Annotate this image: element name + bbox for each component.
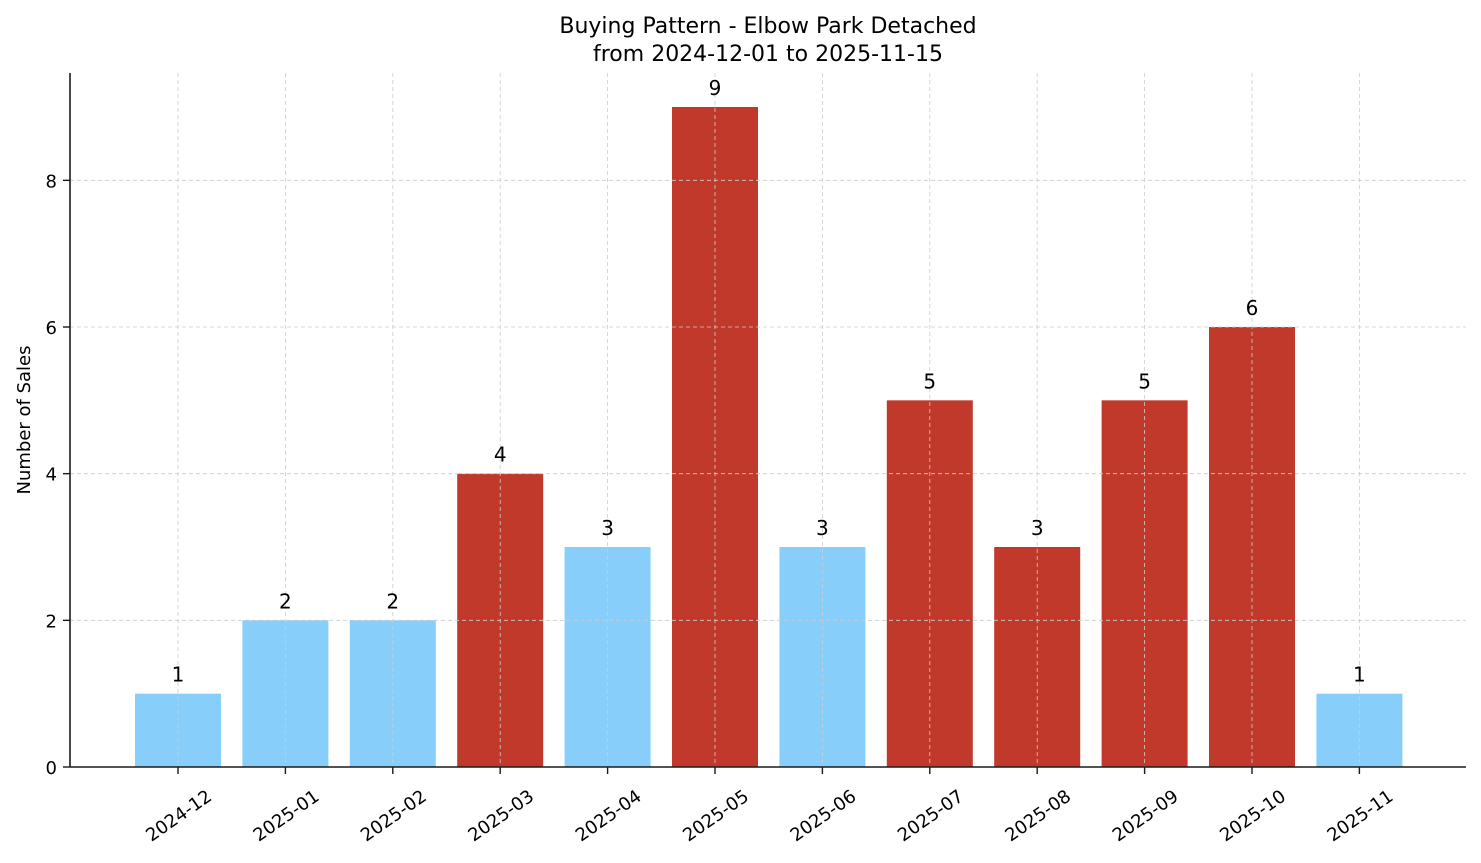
- bars-group: [135, 107, 1403, 767]
- bar-value-label: 6: [1246, 296, 1259, 320]
- x-tick-label: 2025-10: [1216, 786, 1290, 846]
- bar-2025-10: [1209, 327, 1295, 767]
- bar-value-labels: 1 2 2 4 3 9 3 5 3 5 6 1: [172, 76, 1366, 687]
- bar-value-label: 1: [1353, 663, 1366, 687]
- y-tick-label: 8: [46, 171, 57, 192]
- y-tick-label: 0: [46, 758, 57, 779]
- y-axis-label: Number of Sales: [14, 345, 35, 494]
- chart-subtitle: from 2024-12-01 to 2025-11-15: [593, 42, 943, 67]
- x-tick-label: 2025-04: [572, 786, 646, 846]
- x-tick-label: 2025-01: [250, 786, 324, 846]
- x-axis-ticks: 2024-12 2025-01 2025-02 2025-03 2025-04 2025-…: [142, 767, 1397, 846]
- bar-value-label: 2: [386, 589, 399, 613]
- bar-value-label: 2: [279, 589, 292, 613]
- x-tick-label: 2024-12: [142, 786, 216, 846]
- x-tick-label: 2025-11: [1324, 786, 1398, 846]
- x-tick-label: 2025-08: [1001, 786, 1075, 846]
- x-tick-label: 2025-07: [894, 786, 968, 846]
- bar-value-label: 3: [601, 516, 614, 540]
- x-tick-label: 2025-06: [787, 786, 861, 846]
- bar-value-label: 5: [923, 369, 936, 393]
- x-tick-label: 2025-05: [679, 786, 753, 846]
- x-tick-label: 2025-02: [357, 786, 431, 846]
- chart-title: Buying Pattern - Elbow Park Detached: [559, 14, 976, 39]
- y-tick-label: 4: [46, 465, 57, 486]
- x-tick-label: 2025-03: [464, 786, 538, 846]
- bar-2025-01: [242, 620, 329, 767]
- y-tick-label: 6: [46, 318, 57, 339]
- bar-value-label: 4: [494, 443, 507, 467]
- bar-value-label: 5: [1138, 369, 1151, 393]
- grid-lines: [70, 73, 1466, 767]
- bar-value-label: 9: [709, 76, 722, 100]
- bar-value-label: 3: [1031, 516, 1044, 540]
- y-axis-ticks: 0 2 4 6 8: [46, 171, 70, 779]
- bar-2025-02: [349, 620, 436, 767]
- x-tick-label: 2025-09: [1109, 786, 1183, 846]
- bar-value-label: 1: [172, 663, 185, 687]
- bar-value-label: 3: [816, 516, 829, 540]
- y-tick-label: 2: [46, 611, 57, 632]
